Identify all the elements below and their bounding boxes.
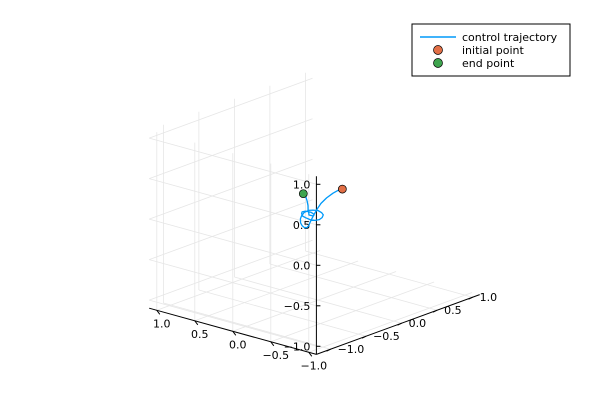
- grid-line-side-z: [149, 259, 317, 307]
- grid-line-floor-y: [234, 276, 402, 324]
- axes-layer: [149, 176, 480, 357]
- y-tick-label: −1.0: [338, 343, 365, 356]
- x-tick-label: 0.5: [191, 328, 209, 341]
- x-tick-label: 1.0: [153, 317, 171, 330]
- z-tick-label: 1.0: [293, 178, 311, 191]
- marker-end-point: [298, 189, 308, 199]
- legend-marker-initial-point: [433, 45, 443, 55]
- x-tick-label: −0.5: [262, 349, 289, 362]
- grid-line-side-z: [149, 218, 317, 266]
- y-tick-mark: [326, 348, 331, 352]
- y-tick-mark: [468, 296, 473, 300]
- grid-line-back-z: [149, 77, 313, 139]
- marker-initial-point: [338, 184, 347, 194]
- y-tick-mark: [361, 335, 367, 339]
- grid-line-floor-x: [156, 250, 321, 311]
- y-tick-label: 0.5: [444, 304, 462, 317]
- grid-line-side-z: [149, 299, 317, 347]
- legend-label-end-point: end point: [462, 57, 515, 70]
- x-tick-mark: [270, 341, 275, 347]
- x-tick-mark: [232, 330, 237, 336]
- y-tick-mark: [397, 322, 402, 326]
- x-tick-mark: [194, 320, 199, 326]
- y-tick-mark: [432, 309, 438, 313]
- grid-line-floor-y: [198, 289, 367, 337]
- grid-line-floor-y: [269, 263, 438, 311]
- legend-label-control-trajectory: control trajectory: [462, 31, 558, 44]
- grid-line-floor-x: [308, 292, 473, 353]
- x-tick-label: −1.0: [300, 359, 327, 372]
- grid-line-side-z: [149, 178, 317, 226]
- grid-line-floor-y: [163, 302, 331, 350]
- legend-marker-end-point: [433, 58, 443, 68]
- x-tick-mark: [156, 309, 161, 315]
- tick-labels: −1.0−0.50.00.51.0−1.0−0.50.00.51.0−1.0−0…: [153, 178, 497, 372]
- data-layer: [298, 184, 347, 229]
- z-tick-label: −0.5: [284, 300, 311, 313]
- grid-line-side-z: [149, 137, 317, 185]
- legend: control trajectory initial point end poi…: [411, 23, 571, 77]
- x-tick-mark: [308, 351, 313, 357]
- z-tick-label: −1.0: [284, 340, 311, 353]
- grid-line-back-z: [149, 239, 313, 301]
- grid-line-floor-x: [270, 281, 435, 343]
- x-axis-line: [149, 307, 317, 355]
- y-tick-label: 0.0: [409, 317, 427, 330]
- x-tick-label: 0.0: [229, 338, 247, 351]
- grid-line-back-z: [149, 158, 313, 220]
- series-line-control-trajectory: [299, 188, 343, 229]
- legend-label-initial-point: initial point: [462, 44, 524, 57]
- y-tick-label: 1.0: [480, 291, 498, 304]
- grid-layer: [149, 72, 473, 353]
- z-tick-label: 0.0: [293, 259, 311, 272]
- grid-line-back-z: [149, 199, 313, 260]
- grid-line-back-z: [149, 118, 313, 179]
- grid-line-floor-x: [194, 260, 359, 322]
- y-tick-label: −0.5: [373, 330, 400, 343]
- grid-line-floor-x: [232, 271, 397, 332]
- grid-line-floor-y: [305, 250, 473, 298]
